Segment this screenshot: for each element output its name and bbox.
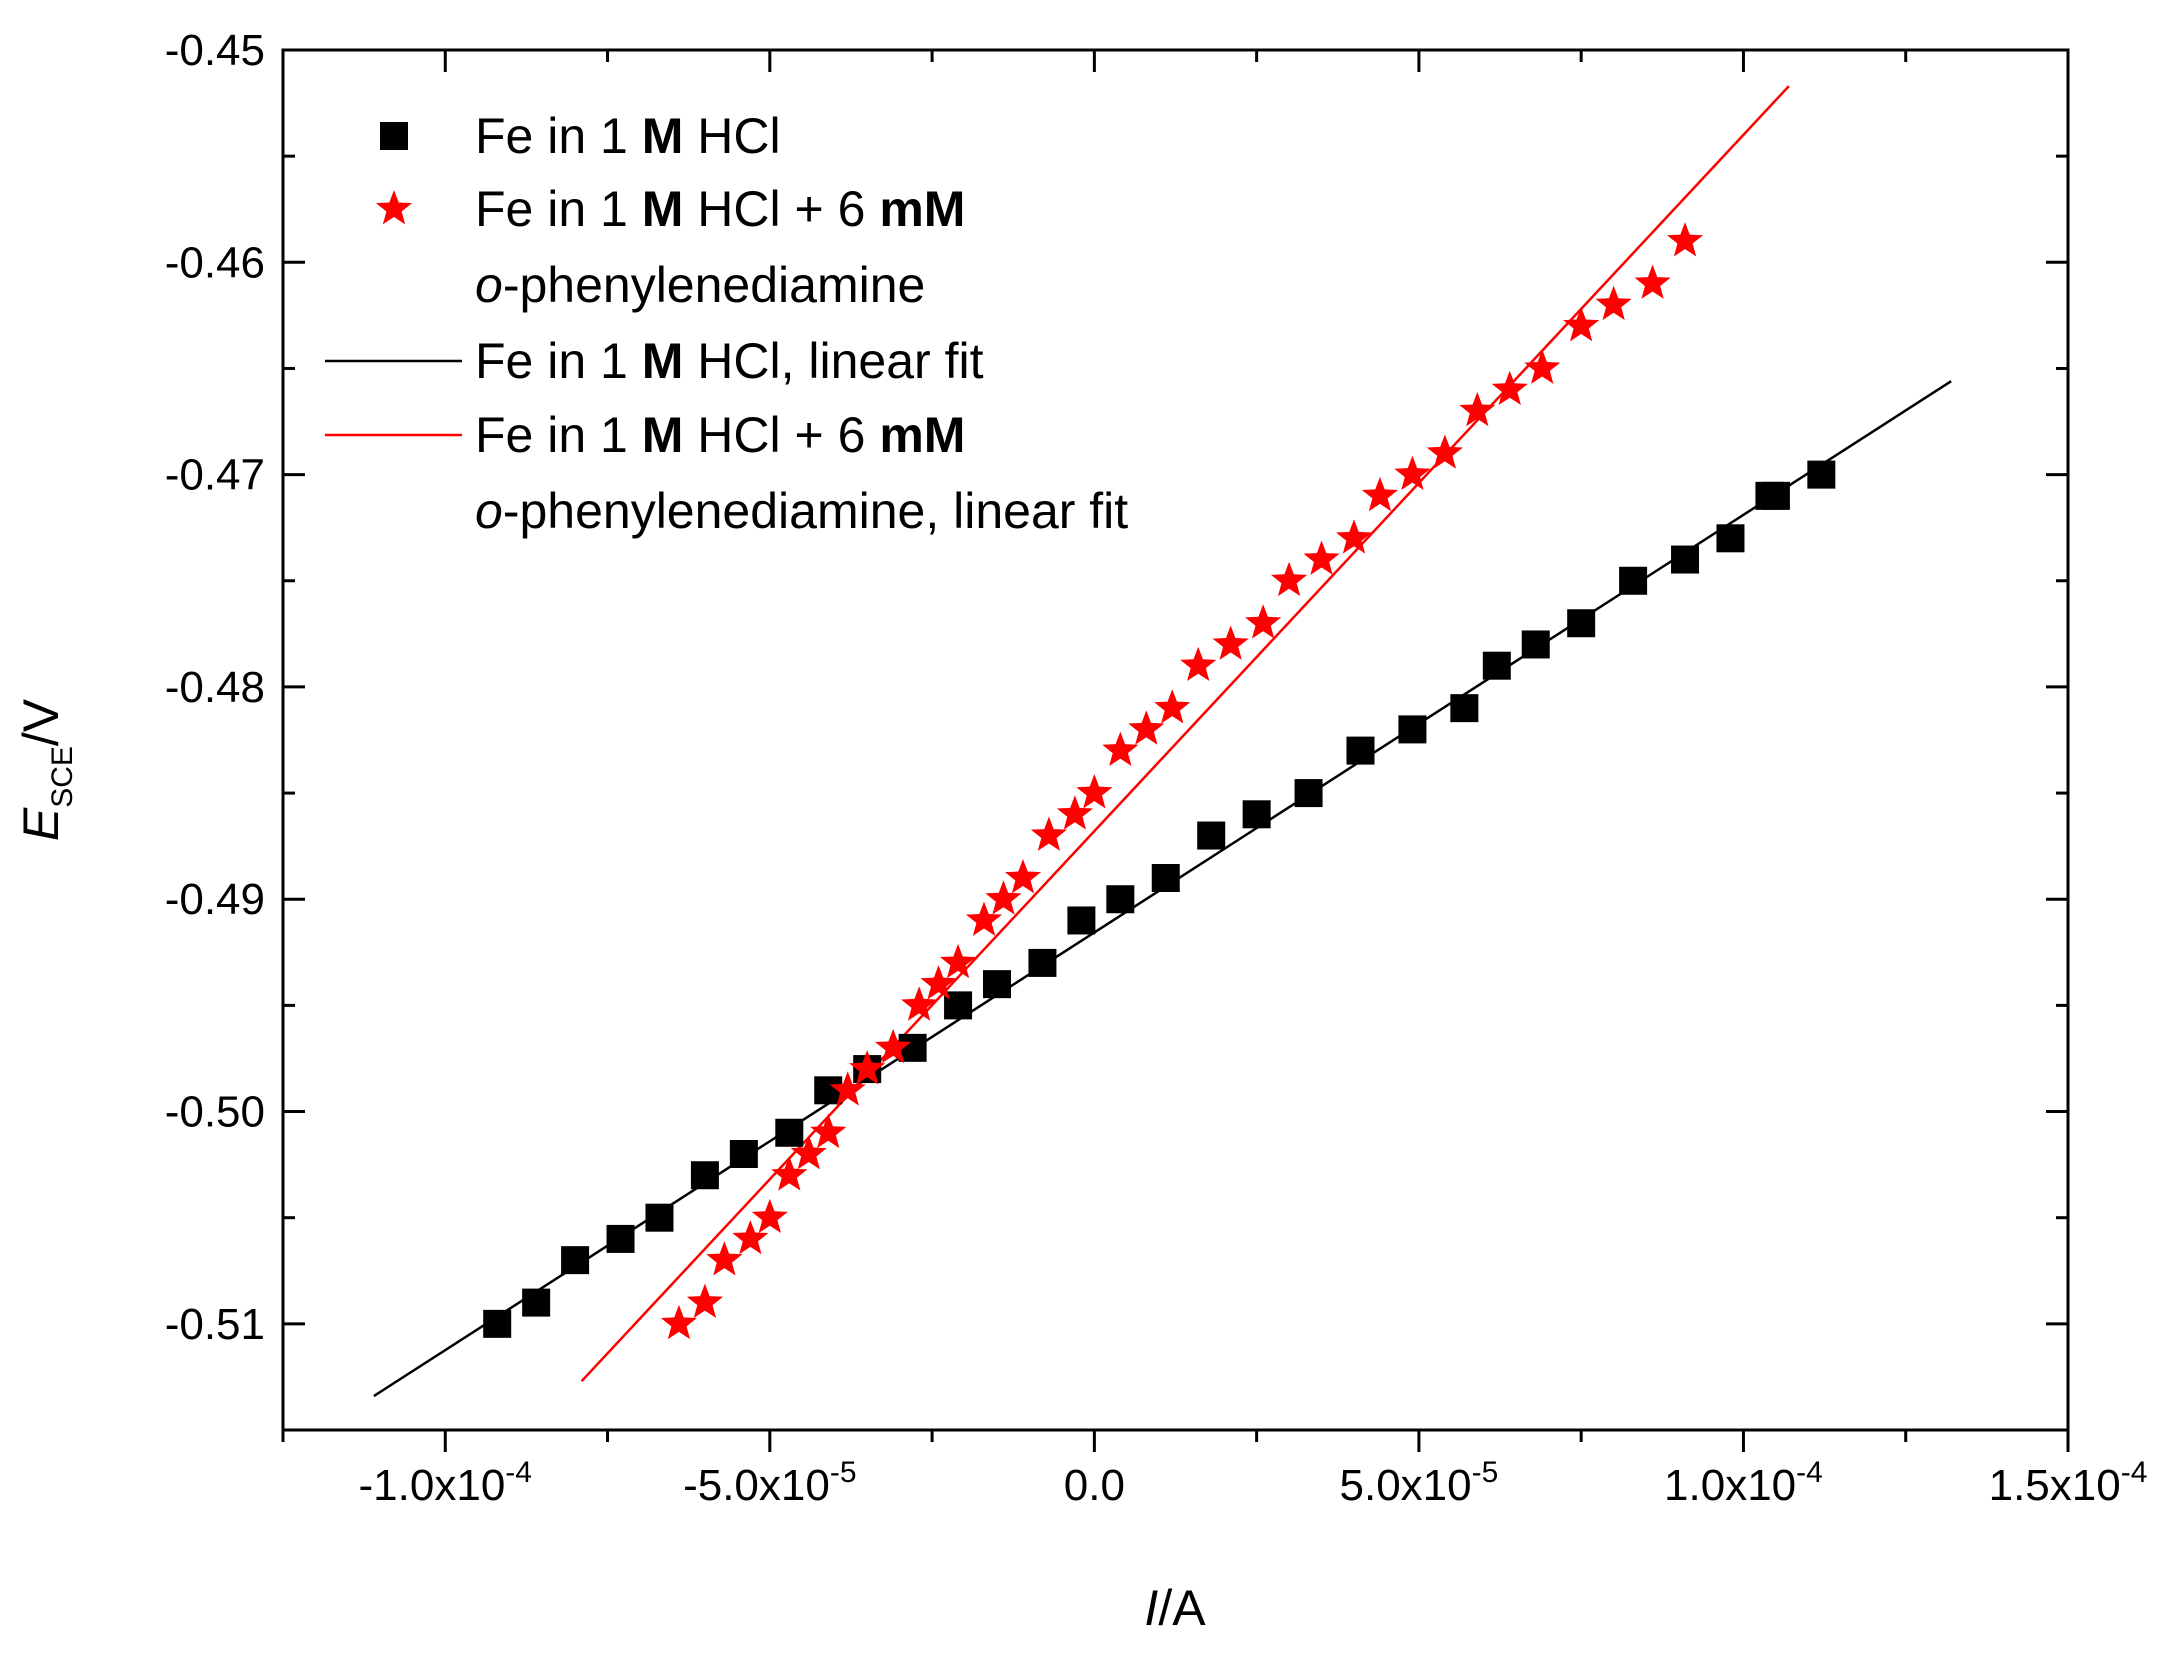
square-marker [1619,566,1648,595]
star-marker [1459,391,1496,427]
square-marker [729,1140,758,1168]
star-marker [1271,561,1308,597]
square-marker [1398,715,1427,744]
star-marker [829,1071,866,1106]
square-marker [1028,948,1057,977]
x-tick-label: 1.5x10-4 [1989,1456,2148,1510]
star-marker [1335,519,1373,554]
star-marker [1128,710,1165,745]
star-marker [849,1050,886,1085]
square-marker [1346,736,1375,765]
star-marker [1524,349,1561,384]
square-marker [1450,694,1479,723]
series-2 [660,222,1704,1340]
x-tick-label: -1.0x10-4 [359,1456,532,1510]
legend-star-symbol [375,190,413,225]
square-marker [1151,864,1180,892]
square-marker [522,1288,551,1317]
star-marker [920,965,957,1000]
series-1 [483,460,1836,1338]
square-marker [1242,800,1271,829]
legend-label: o-phenylenediamine, linear fit [475,483,1128,539]
y-tick-label: -0.51 [165,1300,265,1349]
star-marker [875,1028,912,1064]
star-marker [706,1241,743,1276]
square-marker [1482,651,1511,680]
square-marker [690,1161,719,1190]
square-marker [983,970,1011,999]
square-marker [1521,630,1550,659]
square-marker [1197,821,1226,850]
legend-label: Fe in 1 M HCl + 6 mM [475,407,965,463]
star-marker [1154,689,1191,724]
square-marker [483,1309,512,1338]
star-marker [732,1219,769,1255]
star-marker [1563,307,1600,342]
square-marker [1294,779,1323,808]
square-marker [1716,524,1745,553]
star-marker [771,1156,808,1191]
star-marker [1212,625,1249,660]
star-marker [810,1113,847,1149]
star-marker [939,943,977,979]
x-axis-title: I/A [1144,1580,1206,1636]
y-tick-label: -0.46 [165,238,265,287]
x-tick-label: 5.0x10-5 [1340,1456,1499,1510]
square-marker [775,1118,804,1147]
star-marker [965,901,1003,936]
legend-label: Fe in 1 M HCl + 6 mM [475,181,965,237]
star-marker [1245,604,1282,639]
star-marker [686,1283,723,1318]
square-marker [645,1203,674,1232]
y-tick-label: -0.50 [165,1088,265,1137]
legend: Fe in 1 M HCl Fe in 1 M HCl + 6 mM o-pheny… [325,108,1128,539]
star-marker [1102,731,1139,766]
plot-frame [281,48,2070,1432]
star-marker [1361,476,1399,512]
star-marker [751,1198,788,1234]
star-marker [1426,434,1463,469]
star-marker [1634,264,1671,299]
x-tick-label: 0.0 [1064,1461,1125,1510]
star-marker [1666,222,1704,257]
square-marker [561,1246,590,1275]
square-marker [1807,460,1836,489]
y-tick-label: -0.48 [165,663,265,712]
square-marker [606,1224,635,1253]
legend-label: o-phenylenediamine [475,257,925,313]
star-marker [790,1135,827,1170]
star-marker [1004,859,1042,894]
star-marker [1056,795,1093,830]
y-tick-label: -0.45 [165,26,265,75]
data-points [483,222,1836,1340]
y-tick-label: -0.49 [165,875,265,924]
x-tick-label: -5.0x10-5 [683,1456,856,1510]
star-marker [985,880,1022,915]
legend-label: Fe in 1 M HCl [475,108,781,164]
star-marker [1595,285,1632,321]
star-marker [1180,646,1217,682]
y-axis-title: ESCE/V [13,698,79,841]
square-marker [1761,481,1790,510]
star-marker [1076,774,1113,809]
x-tick-label: 1.0x10-4 [1664,1456,1823,1510]
x-axis: -1.0x10-4 -5.0x10-5 0.0 5.0x10-5 1.0x10-4 1.5… [281,50,2148,1510]
square-marker [1106,885,1135,914]
star-marker [660,1304,698,1340]
y-axis: -0.45 -0.46 -0.47 -0.48 -0.49 -0.50 -0.51 [165,26,2068,1432]
star-marker [1030,816,1067,851]
square-marker [1671,545,1700,574]
y-tick-label: -0.47 [165,451,265,500]
star-marker [1303,540,1340,575]
legend-square-symbol [380,122,408,150]
legend-label: Fe in 1 M HCl, linear fit [475,333,984,389]
star-marker [901,986,938,1021]
star-marker [1491,370,1528,406]
square-marker [1567,609,1596,638]
square-marker [1067,906,1096,935]
star-marker [1394,455,1431,490]
fit-line [580,85,1790,1383]
